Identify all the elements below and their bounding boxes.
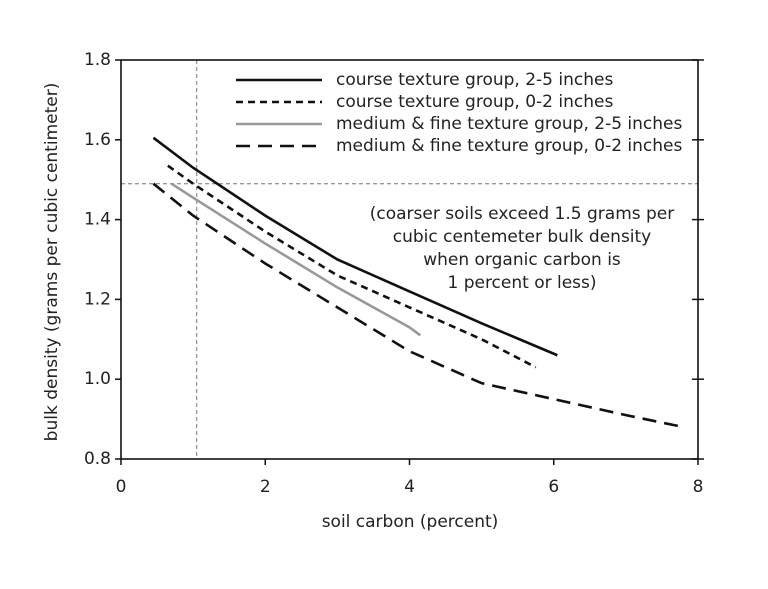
annotation: (coarser soils exceed 1.5 grams per (370, 204, 675, 224)
legend-label: course texture group, 2-5 inches (336, 70, 613, 90)
x-tick-label: 0 (116, 477, 127, 497)
y-tick-label: 1.4 (84, 210, 111, 230)
y-tick-label: 1.8 (84, 50, 111, 70)
annotation: cubic centemeter bulk density (393, 227, 652, 247)
series-line (152, 136, 558, 357)
x-axis-label: soil carbon (percent) (322, 512, 499, 532)
annotation: 1 percent or less) (447, 273, 596, 293)
legend-label: medium & fine texture group, 0-2 inches (336, 136, 683, 156)
y-tick-label: 1.2 (84, 289, 111, 309)
y-axis-label: bulk density (grams per cubic centimeter… (42, 83, 62, 442)
legend-label: course texture group, 0-2 inches (336, 92, 613, 112)
series-line (167, 164, 537, 369)
y-tick-label: 1.0 (84, 369, 111, 389)
series-line (152, 182, 684, 429)
y-tick-label: 0.8 (84, 449, 111, 469)
x-tick-label: 6 (548, 477, 559, 497)
annotation: when organic carbon is (423, 250, 621, 270)
legend-label: medium & fine texture group, 2-5 inches (336, 114, 683, 134)
y-tick-label: 1.6 (84, 130, 111, 150)
x-tick-label: 4 (404, 477, 415, 497)
x-tick-label: 2 (260, 477, 271, 497)
series-line (170, 182, 422, 337)
x-tick-label: 8 (693, 477, 704, 497)
